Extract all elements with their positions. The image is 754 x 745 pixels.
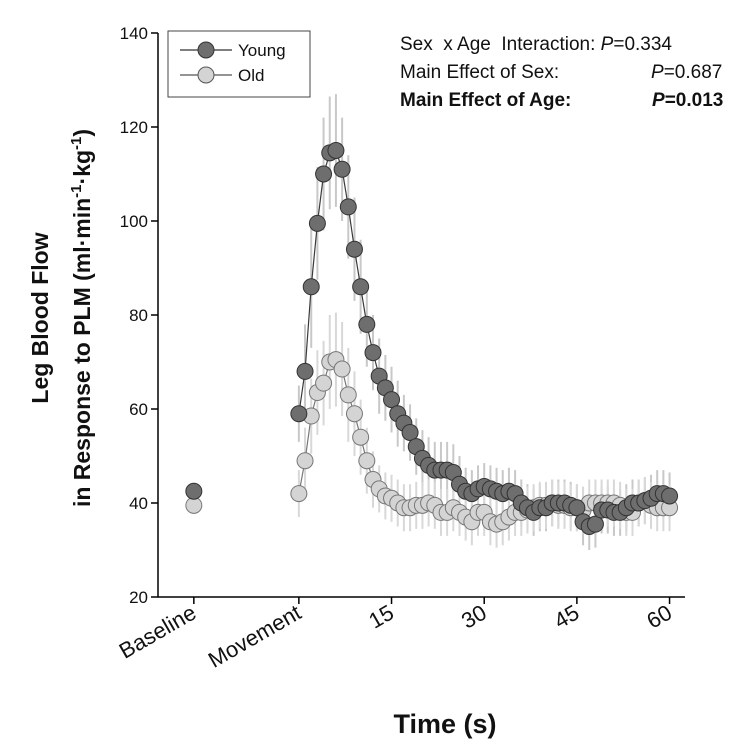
legend-young-label: Young [238,41,286,60]
data-point-old [358,452,376,470]
data-point-old [345,405,363,423]
data-point-young [290,405,308,423]
stat-interaction-p: P [601,34,614,55]
y-ticks: 20 40 60 80 100 120 140 [120,24,158,607]
x-tick-label: 15 [364,600,398,634]
stat-age-p: P [652,90,665,111]
stat-interaction-value: =0.334 [613,34,672,55]
data-point-young [296,362,314,380]
x-tick-label: 45 [550,600,584,634]
data-point-old [296,452,314,470]
stat-interaction: Sex x Age Interaction: P=0.334 [400,34,672,55]
stat-sex: Main Effect of Sex: P=0.687 [400,62,722,83]
legend-young-marker [197,41,215,59]
data-point-young [302,278,320,296]
x-tick-label: 60 [642,600,676,634]
stat-sex-value: =0.687 [664,62,723,83]
data-point-young [401,424,419,441]
data-point-old [333,360,351,378]
y-axis-title-sup1: -1 [68,184,85,197]
stat-age-prefix: Main Effect of Age: [400,90,608,111]
y-axis-title-line2: in Response to PLM (ml·min-1·kg-1) [68,129,95,507]
data-points [185,142,679,535]
data-point-young [327,142,345,159]
y-tick-label: 20 [129,588,148,607]
stat-sex-prefix: Main Effect of Sex: [400,62,596,83]
data-point-young [352,278,370,296]
data-point-young [568,499,586,517]
data-point-young [364,344,382,362]
y-tick-label: 60 [129,400,148,419]
y-tick-label: 80 [129,306,148,325]
legend-item-young: Young [180,41,286,60]
y-axis-title-suffix: ) [69,129,95,137]
data-point-old [352,428,370,446]
data-point-old [290,485,308,503]
baseline-point-young [185,482,203,500]
stats-annotations: Sex x Age Interaction: P=0.334 Main Effe… [400,34,723,111]
y-tick-label: 140 [120,24,148,43]
legend-box [167,30,311,98]
legend-old-marker [197,66,215,84]
data-point-old [339,386,357,404]
y-axis-title-2: in Response to PLM (ml·min-1·kg-1) [68,129,95,507]
stat-interaction-prefix: Sex x Age Interaction: [400,34,601,55]
data-point-young [308,214,326,232]
data-point-young [358,315,376,333]
legend-item-old: Old [180,66,264,85]
x-tick-label: Movement [204,600,305,673]
stat-sex-p: P [651,62,664,83]
data-point-young [339,198,357,216]
data-point-old [315,374,333,392]
y-axis-title: Leg Blood Flow [27,232,53,403]
x-axis-title: Time (s) [393,709,496,739]
data-point-young [661,487,679,505]
stat-age: Main Effect of Age: P=0.013 [400,90,723,111]
data-point-young [345,240,363,258]
y-axis-title-line2-prefix: in Response to PLM (ml·min [69,198,95,507]
data-point-young [586,515,604,533]
y-axis-title-sup2: -1 [68,137,85,150]
data-point-young [333,160,351,178]
data-point-young [383,391,401,409]
x-tick-label: 30 [457,600,491,634]
legend: Young Old [167,30,311,98]
y-tick-label: 100 [120,212,148,231]
data-point-young [315,165,333,183]
y-axis-title-line1: Leg Blood Flow [27,232,53,403]
x-ticks: Baseline Movement 15 30 45 60 [115,597,676,673]
y-axis-title-mid: ·kg [69,150,95,185]
stat-age-value: =0.013 [665,90,724,111]
legend-old-label: Old [238,66,264,85]
x-tick-label: Baseline [115,600,201,664]
y-tick-label: 120 [120,118,148,137]
y-tick-label: 40 [129,494,148,513]
